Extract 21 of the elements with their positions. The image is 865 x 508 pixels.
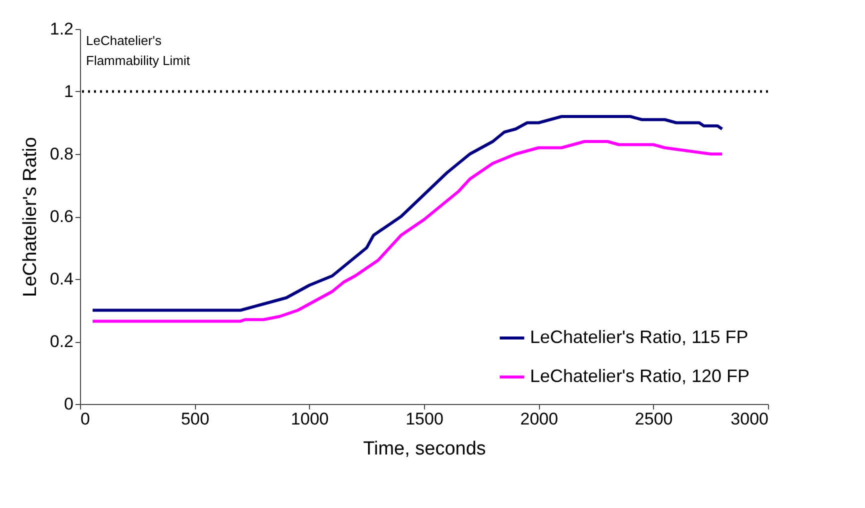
x-axis-title: Time, seconds [363, 438, 486, 460]
ref-line-label: LeChatelier's Flammability Limit [86, 33, 190, 68]
y-tick-label: 0 [64, 394, 74, 414]
y-tick-label: 0.2 [50, 332, 74, 351]
line-series [91, 115, 724, 312]
x-tick-label: 2000 [520, 410, 558, 428]
line-series [91, 140, 724, 323]
x-tick-label: 500 [180, 410, 210, 428]
x-tick-label: 1500 [406, 410, 444, 428]
y-tick-label: 1 [64, 82, 74, 101]
legend-label: LeChatelier's Ratio, 120 FP [530, 366, 750, 386]
y-axis-title: LeChatelier's Ratio [20, 137, 41, 297]
y-tick-label: 0.8 [50, 144, 74, 164]
x-tick-label: 1000 [290, 410, 329, 428]
y-tick-label: 1.2 [50, 20, 74, 38]
x-tick-label: 2500 [634, 410, 673, 428]
legend-label: LeChatelier's Ratio, 115 FP [530, 327, 748, 347]
x-tick-label: 0 [80, 410, 90, 428]
y-tick-label: 0.4 [50, 270, 74, 288]
x-tick-label: 3000 [730, 410, 768, 428]
y-tick-label: 0.6 [50, 207, 74, 226]
